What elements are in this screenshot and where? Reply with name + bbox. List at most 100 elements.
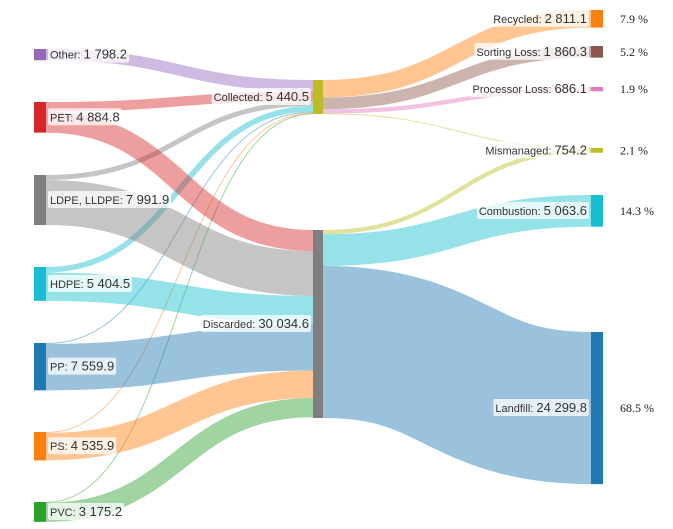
node-name: HDPE: bbox=[50, 279, 87, 291]
link-discarded-to-landfill[interactable] bbox=[321, 265, 593, 485]
node-name: Sorting Loss: bbox=[476, 47, 543, 59]
node-value: 2 811.1 bbox=[545, 11, 587, 26]
node-value: 7 559.9 bbox=[71, 359, 114, 374]
labels-layer: Other: 1 798.2 PET: 4 884.8 LDPE, LLDPE: 7… bbox=[48, 9, 654, 520]
node-value: 5 440.5 bbox=[266, 89, 309, 104]
node-pp[interactable] bbox=[34, 343, 46, 391]
node-label-sorting: Sorting Loss: 1 860.3 bbox=[474, 42, 589, 60]
percent-combustion: 14.3 % bbox=[620, 204, 654, 218]
node-label-collected: Collected: 5 440.5 bbox=[211, 88, 311, 106]
nodes-layer bbox=[34, 10, 603, 522]
percent-recycled: 7.9 % bbox=[620, 12, 648, 26]
node-name: Processor Loss: bbox=[473, 84, 555, 96]
node-name: Discarded: bbox=[203, 319, 259, 331]
node-discarded[interactable] bbox=[313, 230, 323, 419]
node-name: Mismanaged: bbox=[485, 145, 554, 157]
label-background bbox=[48, 191, 172, 209]
label-background bbox=[493, 399, 589, 417]
node-value: 1 798.2 bbox=[84, 47, 127, 62]
label-background bbox=[476, 201, 589, 219]
node-value: 686.1 bbox=[554, 81, 587, 96]
node-name: Recycled: bbox=[493, 14, 544, 26]
node-value: 754.2 bbox=[554, 142, 587, 157]
link-hdpe-to-collected[interactable] bbox=[45, 105, 314, 273]
node-name: PS: bbox=[50, 441, 71, 453]
node-label-text: LDPE, LLDPE: 7 991.9 bbox=[50, 192, 169, 207]
node-other[interactable] bbox=[34, 49, 46, 61]
node-label-text: Recycled: 2 811.1 bbox=[493, 11, 587, 26]
node-recycled[interactable] bbox=[591, 10, 603, 28]
node-label-other: Other: 1 798.2 bbox=[48, 45, 129, 63]
node-ps[interactable] bbox=[34, 432, 46, 461]
node-value: 4 535.9 bbox=[71, 438, 114, 453]
node-label-processor: Processor Loss: 686.1 bbox=[470, 80, 589, 98]
node-combustion[interactable] bbox=[591, 195, 603, 227]
link-ldpe-to-collected[interactable] bbox=[45, 100, 314, 181]
node-label-text: PVC: 3 175.2 bbox=[50, 504, 122, 519]
node-label-discarded: Discarded: 30 034.6 bbox=[200, 315, 311, 333]
node-label-text: Sorting Loss: 1 860.3 bbox=[476, 44, 587, 59]
node-label-text: Discarded: 30 034.6 bbox=[203, 316, 309, 331]
label-background bbox=[483, 141, 589, 159]
link-pvc-to-collected[interactable] bbox=[45, 113, 314, 503]
label-background bbox=[48, 108, 122, 126]
node-label-hdpe: HDPE: 5 404.5 bbox=[48, 274, 133, 292]
label-background bbox=[200, 315, 311, 333]
node-name: Combustion: bbox=[479, 206, 544, 218]
node-value: 1 860.3 bbox=[544, 44, 587, 59]
node-label-text: Combustion: 5 063.6 bbox=[479, 203, 587, 218]
percent-mismanaged: 2.1 % bbox=[620, 143, 648, 157]
label-background bbox=[470, 80, 589, 98]
link-pp-to-collected[interactable] bbox=[45, 111, 314, 344]
link-pet-to-discarded[interactable] bbox=[45, 111, 314, 251]
node-label-recycled: Recycled: 2 811.1 bbox=[491, 9, 589, 27]
node-pet[interactable] bbox=[34, 102, 46, 133]
label-background bbox=[48, 45, 129, 63]
node-sorting[interactable] bbox=[591, 46, 603, 58]
node-pvc[interactable] bbox=[34, 502, 46, 522]
node-collected[interactable] bbox=[313, 80, 323, 115]
node-name: LDPE, LLDPE: bbox=[50, 195, 126, 207]
node-label-text: PS: 4 535.9 bbox=[50, 438, 114, 453]
node-label-pp: PP: 7 559.9 bbox=[48, 357, 117, 375]
label-background bbox=[48, 437, 117, 455]
node-name: Collected: bbox=[214, 92, 266, 104]
node-label-pvc: PVC: 3 175.2 bbox=[48, 502, 125, 520]
node-value: 5 063.6 bbox=[544, 203, 587, 218]
label-background bbox=[48, 502, 125, 520]
node-processor[interactable] bbox=[591, 87, 603, 92]
node-label-landfill: Landfill: 24 299.8 bbox=[493, 399, 589, 417]
node-value: 30 034.6 bbox=[258, 316, 309, 331]
node-label-text: Landfill: 24 299.8 bbox=[495, 400, 587, 415]
node-label-text: Processor Loss: 686.1 bbox=[473, 81, 587, 96]
node-value: 24 299.8 bbox=[536, 400, 587, 415]
node-name: Landfill: bbox=[495, 403, 536, 415]
node-value: 3 175.2 bbox=[79, 504, 122, 519]
label-background bbox=[491, 9, 589, 27]
node-name: PVC: bbox=[50, 507, 79, 519]
percent-processor: 1.9 % bbox=[620, 82, 648, 96]
node-mismanaged[interactable] bbox=[591, 148, 603, 153]
node-label-combustion: Combustion: 5 063.6 bbox=[476, 201, 589, 219]
node-label-text: Mismanaged: 754.2 bbox=[485, 142, 587, 157]
node-label-ps: PS: 4 535.9 bbox=[48, 437, 117, 455]
node-label-text: HDPE: 5 404.5 bbox=[50, 276, 130, 291]
label-background bbox=[211, 88, 311, 106]
label-background bbox=[48, 357, 117, 375]
label-background bbox=[474, 42, 589, 60]
node-label-text: Other: 1 798.2 bbox=[50, 47, 127, 62]
node-name: PET: bbox=[50, 112, 76, 124]
label-background bbox=[48, 274, 133, 292]
node-label-text: Collected: 5 440.5 bbox=[214, 89, 309, 104]
node-value: 5 404.5 bbox=[87, 276, 130, 291]
node-label-ldpe: LDPE, LLDPE: 7 991.9 bbox=[48, 191, 172, 209]
node-hdpe[interactable] bbox=[34, 267, 46, 301]
percent-landfill: 68.5 % bbox=[620, 401, 654, 415]
node-name: PP: bbox=[50, 362, 71, 374]
node-landfill[interactable] bbox=[591, 332, 603, 485]
link-ps-to-collected[interactable] bbox=[45, 112, 314, 433]
node-ldpe[interactable] bbox=[34, 175, 46, 226]
node-value: 7 991.9 bbox=[126, 192, 169, 207]
